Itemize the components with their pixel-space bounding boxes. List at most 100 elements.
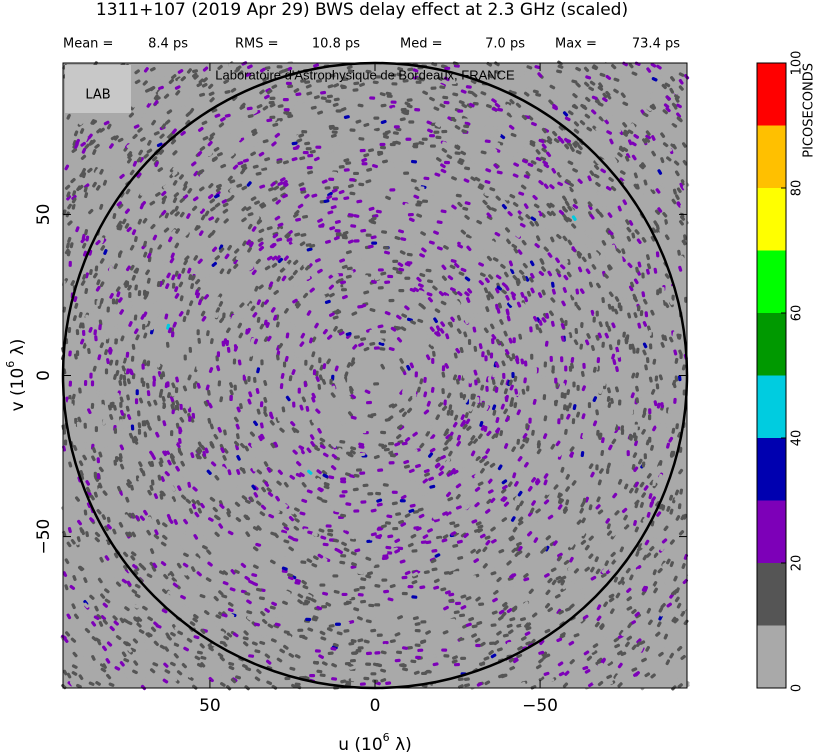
speckle: [362, 275, 369, 279]
speckle: [587, 150, 593, 156]
speckle: [181, 434, 187, 441]
speckle: [426, 400, 431, 407]
speckle: [549, 355, 553, 362]
speckle: [284, 163, 290, 169]
speckle: [85, 480, 91, 486]
speckle: [99, 127, 105, 133]
speckle: [338, 73, 345, 79]
speckle: [447, 171, 454, 176]
speckle: [309, 434, 315, 440]
speckle: [385, 545, 392, 550]
speckle: [306, 166, 313, 170]
speckle: [454, 125, 461, 130]
speckle: [96, 614, 102, 620]
speckle: [414, 108, 421, 112]
speckle: [261, 570, 268, 575]
speckle: [452, 188, 459, 193]
speckle: [104, 588, 110, 594]
speckle: [377, 286, 384, 290]
speckle: [466, 103, 473, 109]
speckle: [643, 453, 647, 460]
speckle: [565, 486, 570, 492]
speckle: [122, 479, 127, 486]
speckle: [533, 518, 539, 524]
speckle: [239, 403, 243, 410]
speckle: [263, 396, 268, 403]
speckle: [256, 367, 261, 374]
speckle: [127, 151, 133, 157]
speckle: [241, 110, 248, 115]
speckle: [674, 96, 680, 103]
speckle: [251, 128, 257, 134]
speckle: [459, 347, 464, 354]
speckle: [99, 203, 104, 210]
speckle: [479, 467, 485, 474]
speckle: [143, 153, 149, 159]
speckle: [566, 333, 570, 340]
speckle: [319, 364, 324, 371]
speckle: [580, 618, 586, 624]
speckle: [646, 263, 652, 270]
speckle: [260, 359, 264, 366]
speckle: [550, 320, 555, 327]
speckle: [253, 338, 259, 345]
speckle: [274, 215, 281, 221]
speckle: [245, 206, 252, 211]
speckle: [125, 405, 130, 412]
speckle: [592, 420, 598, 427]
speckle: [247, 398, 252, 405]
speckle: [85, 486, 91, 493]
speckle: [111, 298, 116, 305]
speckle: [328, 177, 335, 181]
speckle: [661, 83, 667, 90]
speckle: [249, 350, 253, 357]
speckle: [167, 392, 171, 399]
speckle: [628, 220, 634, 226]
speckle: [627, 262, 633, 269]
speckle: [159, 309, 164, 316]
speckle: [196, 650, 203, 655]
speckle: [303, 368, 308, 375]
speckle: [578, 661, 584, 666]
speckle: [368, 603, 375, 608]
speckle: [380, 430, 387, 435]
speckle: [654, 375, 659, 382]
speckle: [525, 423, 529, 430]
speckle: [311, 336, 317, 343]
speckle: [174, 286, 179, 293]
speckle: [610, 305, 615, 312]
speckle: [517, 520, 524, 526]
speckle: [475, 521, 482, 526]
speckle: [315, 376, 320, 382]
speckle: [483, 287, 489, 294]
speckle: [389, 142, 396, 147]
speckle: [484, 355, 488, 362]
speckle: [329, 581, 336, 586]
speckle: [650, 273, 656, 280]
speckle: [193, 255, 199, 261]
speckle: [525, 246, 531, 253]
speckle: [90, 380, 95, 387]
speckle: [635, 613, 642, 619]
speckle: [368, 285, 375, 290]
speckle: [453, 352, 458, 359]
speckle: [618, 399, 622, 406]
speckle: [289, 474, 296, 480]
speckle: [607, 363, 612, 370]
speckle: [105, 333, 109, 340]
speckle: [397, 195, 404, 199]
speckle: [441, 538, 448, 543]
speckle: [501, 203, 507, 210]
speckle: [152, 230, 158, 237]
speckle: [535, 232, 541, 238]
speckle: [310, 105, 317, 110]
speckle: [205, 273, 210, 280]
speckle: [592, 396, 598, 402]
speckle: [633, 432, 637, 439]
speckle: [531, 477, 537, 483]
speckle: [363, 676, 370, 681]
speckle: [173, 160, 179, 167]
speckle: [582, 362, 586, 369]
speckle: [186, 637, 193, 643]
speckle: [519, 494, 526, 500]
